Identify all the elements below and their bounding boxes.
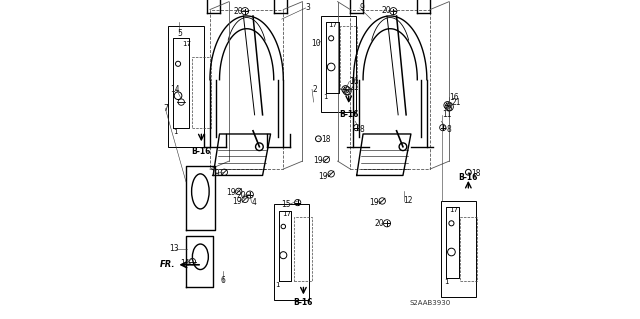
Text: 3: 3 (306, 4, 310, 12)
Bar (294, 217, 312, 281)
Text: 18: 18 (321, 135, 331, 144)
Bar (340, 26, 357, 89)
Text: 17: 17 (282, 211, 291, 217)
Text: 19: 19 (318, 172, 328, 181)
Text: 10: 10 (311, 39, 321, 48)
Text: B-16: B-16 (294, 298, 313, 307)
Text: B-16: B-16 (339, 110, 358, 119)
Bar (210, 10, 284, 169)
Bar (321, 16, 356, 112)
Text: 19: 19 (369, 198, 378, 207)
Text: 1: 1 (323, 94, 328, 100)
Text: 1: 1 (173, 129, 178, 135)
Text: 7: 7 (164, 104, 168, 113)
Text: 8: 8 (360, 125, 365, 134)
Bar (274, 204, 309, 300)
Text: 19: 19 (314, 156, 323, 165)
Bar (192, 57, 211, 128)
Text: 20: 20 (381, 6, 391, 15)
Text: 14: 14 (180, 259, 190, 268)
Text: 17: 17 (449, 207, 458, 213)
Text: 4: 4 (252, 198, 256, 207)
Text: 17: 17 (328, 22, 337, 28)
Text: 18: 18 (472, 169, 481, 178)
Text: 13: 13 (170, 244, 179, 253)
Text: B-16: B-16 (191, 147, 211, 156)
Text: B-16: B-16 (459, 173, 478, 182)
Text: 11: 11 (442, 110, 451, 119)
Text: 16: 16 (349, 77, 359, 86)
Text: 6: 6 (220, 276, 225, 285)
Text: 14: 14 (170, 85, 180, 94)
Bar (168, 26, 204, 147)
Text: 16: 16 (449, 93, 459, 102)
Text: 19: 19 (226, 189, 236, 197)
Text: 8: 8 (447, 125, 452, 134)
Text: 19: 19 (232, 197, 242, 206)
Bar (350, 10, 430, 169)
Text: 15: 15 (282, 200, 291, 209)
Bar (460, 217, 477, 281)
Text: 21: 21 (349, 83, 359, 92)
Text: 1: 1 (444, 279, 449, 285)
Text: 20: 20 (375, 219, 385, 228)
Text: FR.: FR. (160, 260, 176, 269)
Text: 17: 17 (182, 41, 191, 48)
Text: 2: 2 (312, 85, 317, 94)
Text: 5: 5 (177, 29, 182, 38)
Bar (441, 201, 476, 297)
Text: 20: 20 (233, 7, 243, 16)
Text: 1: 1 (275, 282, 280, 288)
Text: 20: 20 (236, 191, 246, 200)
Text: S2AAB3930: S2AAB3930 (410, 300, 451, 306)
Text: 19: 19 (210, 169, 220, 178)
Text: 9: 9 (360, 4, 365, 12)
Text: 12: 12 (404, 197, 413, 205)
Text: 21: 21 (452, 98, 461, 107)
